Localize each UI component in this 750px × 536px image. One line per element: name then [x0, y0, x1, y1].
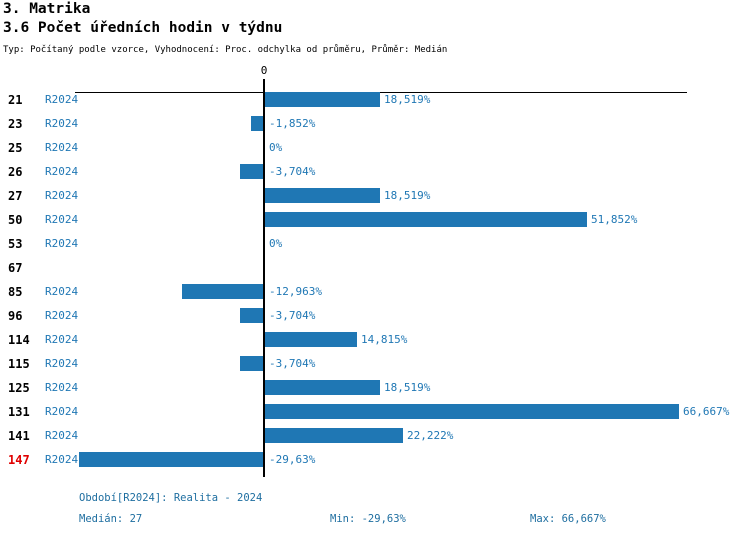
row-category-label: 115: [8, 357, 30, 371]
row-period-label: R2024: [45, 285, 79, 298]
row-period-label: R2024: [45, 117, 79, 130]
value-bar: [251, 116, 263, 131]
bar-value-label: -29,63%: [269, 453, 316, 466]
value-bar: [265, 404, 679, 419]
value-bar: [265, 428, 403, 443]
row-category-label: 131: [8, 405, 30, 419]
value-bar: [265, 332, 357, 347]
zero-axis-label: 0: [260, 64, 268, 77]
value-bar: [265, 188, 380, 203]
bar-value-label: -1,852%: [269, 117, 316, 130]
row-category-label: 125: [8, 381, 30, 395]
zero-axis-line: [263, 79, 265, 477]
bar-value-label: 66,667%: [683, 405, 730, 418]
row-category-label: 23: [8, 117, 23, 131]
bar-value-label: 22,222%: [407, 429, 454, 442]
bar-value-label: -12,963%: [269, 285, 322, 298]
row-period-label: R2024: [45, 93, 79, 106]
row-category-label: 26: [8, 165, 23, 179]
footer-period-label: Období[R2024]: Realita - 2024: [79, 492, 263, 504]
chart-meta-line: Typ: Počítaný podle vzorce, Vyhodnocení:…: [3, 45, 448, 55]
row-category-label: 141: [8, 429, 30, 443]
row-period-label: R2024: [45, 405, 79, 418]
row-category-label: 85: [8, 285, 23, 299]
row-period-label: R2024: [45, 237, 79, 250]
row-period-label: R2024: [45, 381, 79, 394]
row-period-label: R2024: [45, 189, 79, 202]
row-period-label: R2024: [45, 165, 79, 178]
row-category-label: 67: [8, 261, 23, 275]
bar-value-label: 18,519%: [384, 93, 431, 106]
bar-value-label: 0%: [269, 237, 283, 250]
value-bar: [265, 380, 380, 395]
row-category-label: 50: [8, 213, 23, 227]
row-period-label: R2024: [45, 333, 79, 346]
bar-value-label: 14,815%: [361, 333, 408, 346]
row-period-label: R2024: [45, 141, 79, 154]
value-bar: [182, 284, 263, 299]
value-bar: [79, 452, 263, 467]
bar-value-label: -3,704%: [269, 165, 316, 178]
value-bar: [240, 164, 263, 179]
x-axis-line: [75, 92, 687, 93]
chart-title: 3.6 Počet úředních hodin v týdnu: [3, 20, 283, 36]
row-category-label: 53: [8, 237, 23, 251]
footer-median-label: Medián: 27: [79, 513, 143, 525]
bar-value-label: -3,704%: [269, 357, 316, 370]
bar-value-label: 18,519%: [384, 189, 431, 202]
row-category-label: 27: [8, 189, 23, 203]
value-bar: [265, 92, 380, 107]
row-category-label: 147: [8, 453, 30, 467]
value-bar: [240, 356, 263, 371]
row-period-label: R2024: [45, 213, 79, 226]
value-bar: [240, 308, 263, 323]
bar-value-label: 51,852%: [591, 213, 638, 226]
row-period-label: R2024: [45, 453, 79, 466]
bar-value-label: 0%: [269, 141, 283, 154]
row-period-label: R2024: [45, 357, 79, 370]
row-period-label: R2024: [45, 429, 79, 442]
row-category-label: 96: [8, 309, 23, 323]
footer-min-label: Min: -29,63%: [330, 513, 406, 525]
value-bar: [265, 212, 587, 227]
row-category-label: 25: [8, 141, 23, 155]
section-title: 3. Matrika: [3, 1, 91, 17]
bar-value-label: -3,704%: [269, 309, 316, 322]
row-category-label: 114: [8, 333, 30, 347]
bar-value-label: 18,519%: [384, 381, 431, 394]
row-category-label: 21: [8, 93, 23, 107]
row-period-label: R2024: [45, 309, 79, 322]
footer-max-label: Max: 66,667%: [530, 513, 606, 525]
